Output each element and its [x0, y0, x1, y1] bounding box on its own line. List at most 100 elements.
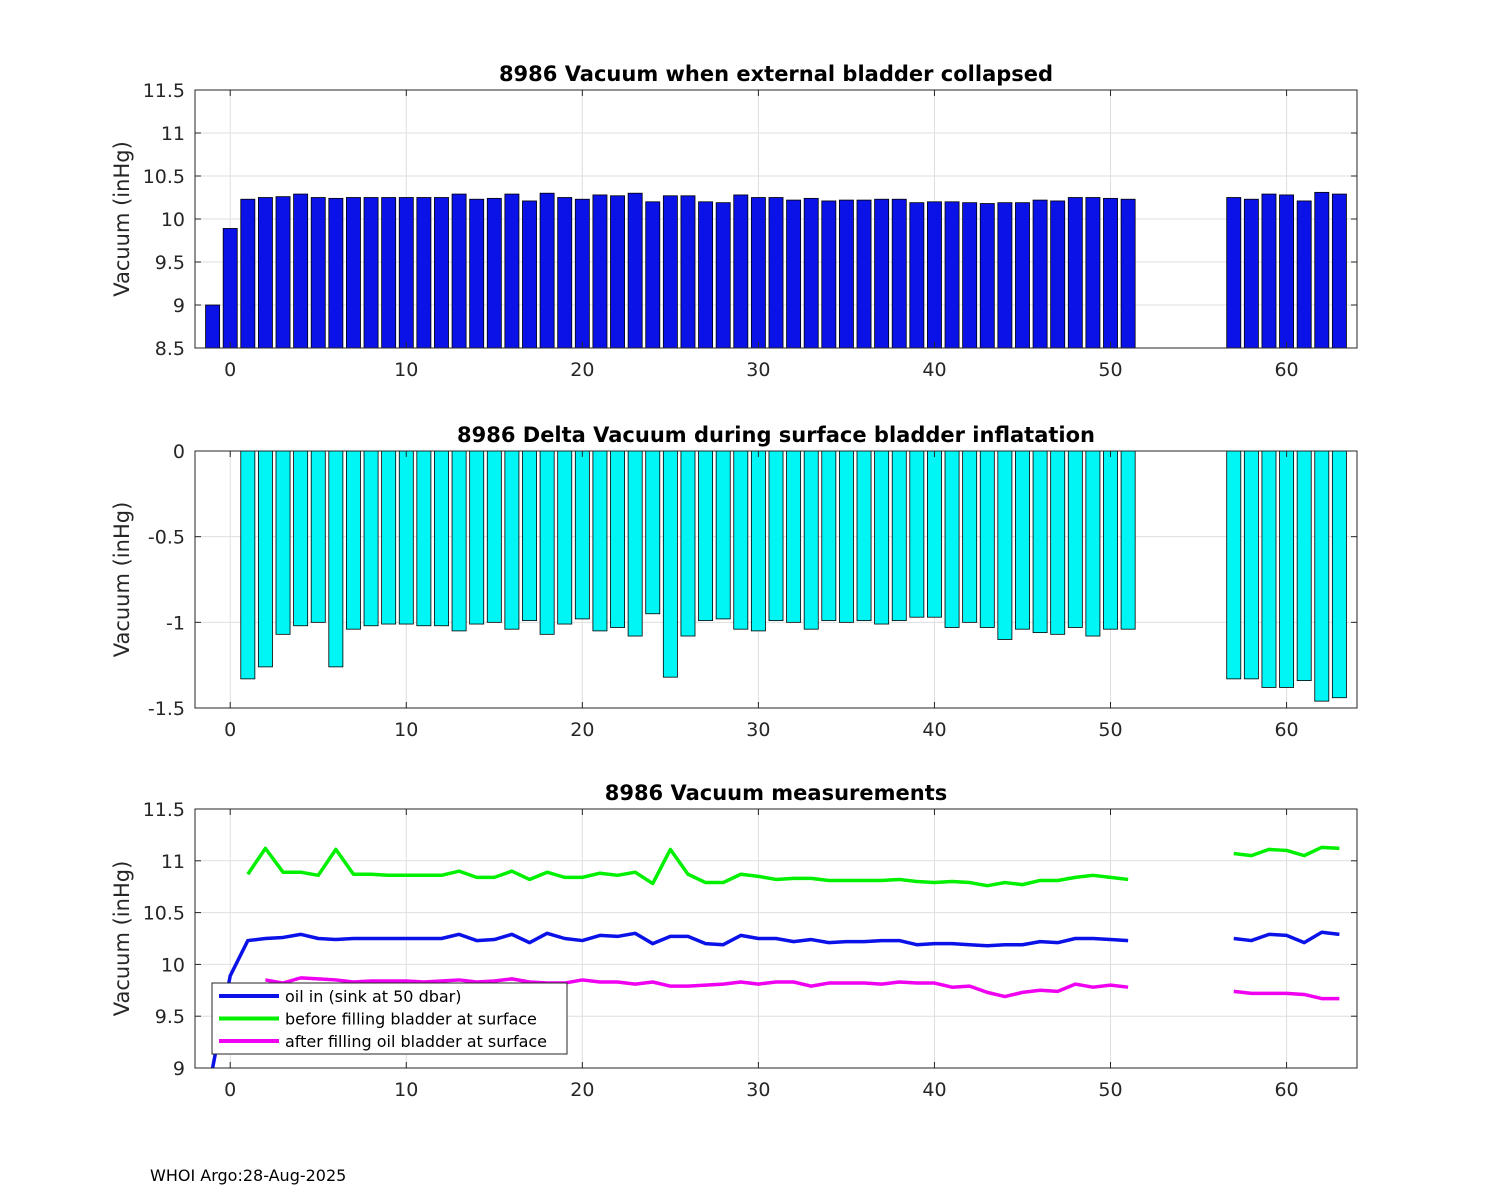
bar — [997, 202, 1013, 349]
bar — [1261, 450, 1277, 688]
bar — [909, 202, 925, 349]
y-tick-label: 10.5 — [143, 903, 185, 925]
x-tick-label: 0 — [224, 1079, 236, 1101]
bar — [1032, 199, 1048, 349]
y-tick-label: 9.5 — [155, 252, 185, 274]
footer-text: WHOI Argo:28-Aug-2025 — [150, 1166, 347, 1185]
bar — [574, 450, 590, 620]
series-line-1 — [210, 931, 1129, 1069]
legend-label-1: oil in (sink at 50 dbar) — [285, 987, 462, 1006]
bar — [574, 198, 590, 349]
x-tick-label: 20 — [570, 359, 594, 381]
bar — [856, 199, 872, 349]
bar — [944, 450, 960, 628]
bar — [874, 450, 890, 625]
series-line-2 — [1233, 845, 1340, 858]
legend: oil in (sink at 50 dbar) before filling b… — [211, 982, 568, 1055]
y-tick-label: 10.5 — [143, 166, 185, 188]
bar — [1120, 198, 1136, 349]
bar — [1331, 450, 1347, 699]
chart-title: 8986 Vacuum when external bladder collap… — [499, 62, 1053, 86]
bar — [363, 197, 379, 349]
x-tick-label: 0 — [224, 359, 236, 381]
bar — [1226, 450, 1242, 680]
bar — [680, 450, 696, 637]
bar — [469, 198, 485, 349]
x-tick-label: 50 — [1098, 719, 1122, 741]
bar — [1296, 200, 1312, 349]
bar — [592, 194, 608, 349]
y-tick-label: -0.5 — [148, 527, 185, 549]
bar — [557, 450, 573, 625]
chart-panel-2: 0 10 20 30 40 50 60 -1.5 -1 -0.5 0 8986 Delta Vacuu… — [110, 423, 1358, 741]
bar — [1243, 198, 1259, 349]
bar — [310, 197, 326, 349]
bar — [592, 450, 608, 632]
bar — [733, 450, 749, 630]
bar — [627, 192, 643, 349]
bar — [504, 450, 520, 630]
y-tick-label: 11 — [161, 123, 185, 145]
bar — [293, 193, 309, 349]
bar — [962, 450, 978, 623]
x-tick-label: 40 — [922, 1079, 946, 1101]
y-tick-label: 0 — [173, 441, 185, 463]
x-tick-label: 30 — [746, 719, 770, 741]
bar — [944, 201, 960, 349]
x-tick-label: 20 — [570, 1079, 594, 1101]
bar — [416, 450, 432, 627]
y-tick-label: 8.5 — [155, 338, 185, 360]
bar — [1331, 193, 1347, 349]
x-tick-label: 30 — [746, 359, 770, 381]
bar — [645, 450, 661, 615]
bar — [821, 200, 837, 349]
bar — [768, 450, 784, 622]
bar — [909, 450, 925, 618]
x-tick-label: 60 — [1274, 359, 1298, 381]
bar — [469, 450, 485, 625]
legend-label-3: after filling oil bladder at surface — [285, 1032, 547, 1051]
bar — [1015, 202, 1030, 349]
bar — [416, 197, 432, 349]
bar — [1067, 197, 1083, 349]
bar — [821, 450, 837, 622]
bar — [1279, 194, 1295, 349]
bar — [381, 450, 397, 625]
bar — [891, 198, 907, 349]
bar — [768, 197, 784, 349]
bar — [1279, 450, 1295, 688]
y-tick-label: 10 — [161, 954, 185, 976]
bar — [398, 197, 414, 349]
bar — [257, 197, 273, 349]
x-tick-label: 40 — [922, 359, 946, 381]
bar — [874, 198, 890, 349]
x-tick-label: 60 — [1274, 1079, 1298, 1101]
bar — [1226, 197, 1242, 349]
bar — [891, 450, 907, 622]
bar — [927, 201, 942, 349]
bar — [222, 228, 238, 349]
bar — [451, 450, 467, 632]
bar — [997, 450, 1013, 640]
bar — [557, 197, 573, 349]
series-line-1 — [1233, 930, 1340, 945]
y-tick-label: 9 — [173, 295, 185, 317]
bar — [715, 450, 731, 620]
bar — [962, 202, 978, 349]
bar — [698, 201, 714, 349]
bar — [680, 195, 696, 349]
bar — [627, 450, 643, 637]
bar — [645, 201, 661, 349]
y-axis-label: Vacuum (inHg) — [110, 861, 134, 1017]
axes-box — [194, 808, 1358, 1069]
x-tick-label: 0 — [224, 719, 236, 741]
bar — [522, 200, 537, 349]
bar — [979, 203, 995, 349]
bar — [328, 197, 344, 349]
bar — [1243, 450, 1259, 680]
x-tick-label: 40 — [922, 719, 946, 741]
bar — [750, 197, 766, 349]
bar — [856, 450, 872, 622]
bar — [1067, 450, 1083, 628]
x-tick-label: 30 — [746, 1079, 770, 1101]
